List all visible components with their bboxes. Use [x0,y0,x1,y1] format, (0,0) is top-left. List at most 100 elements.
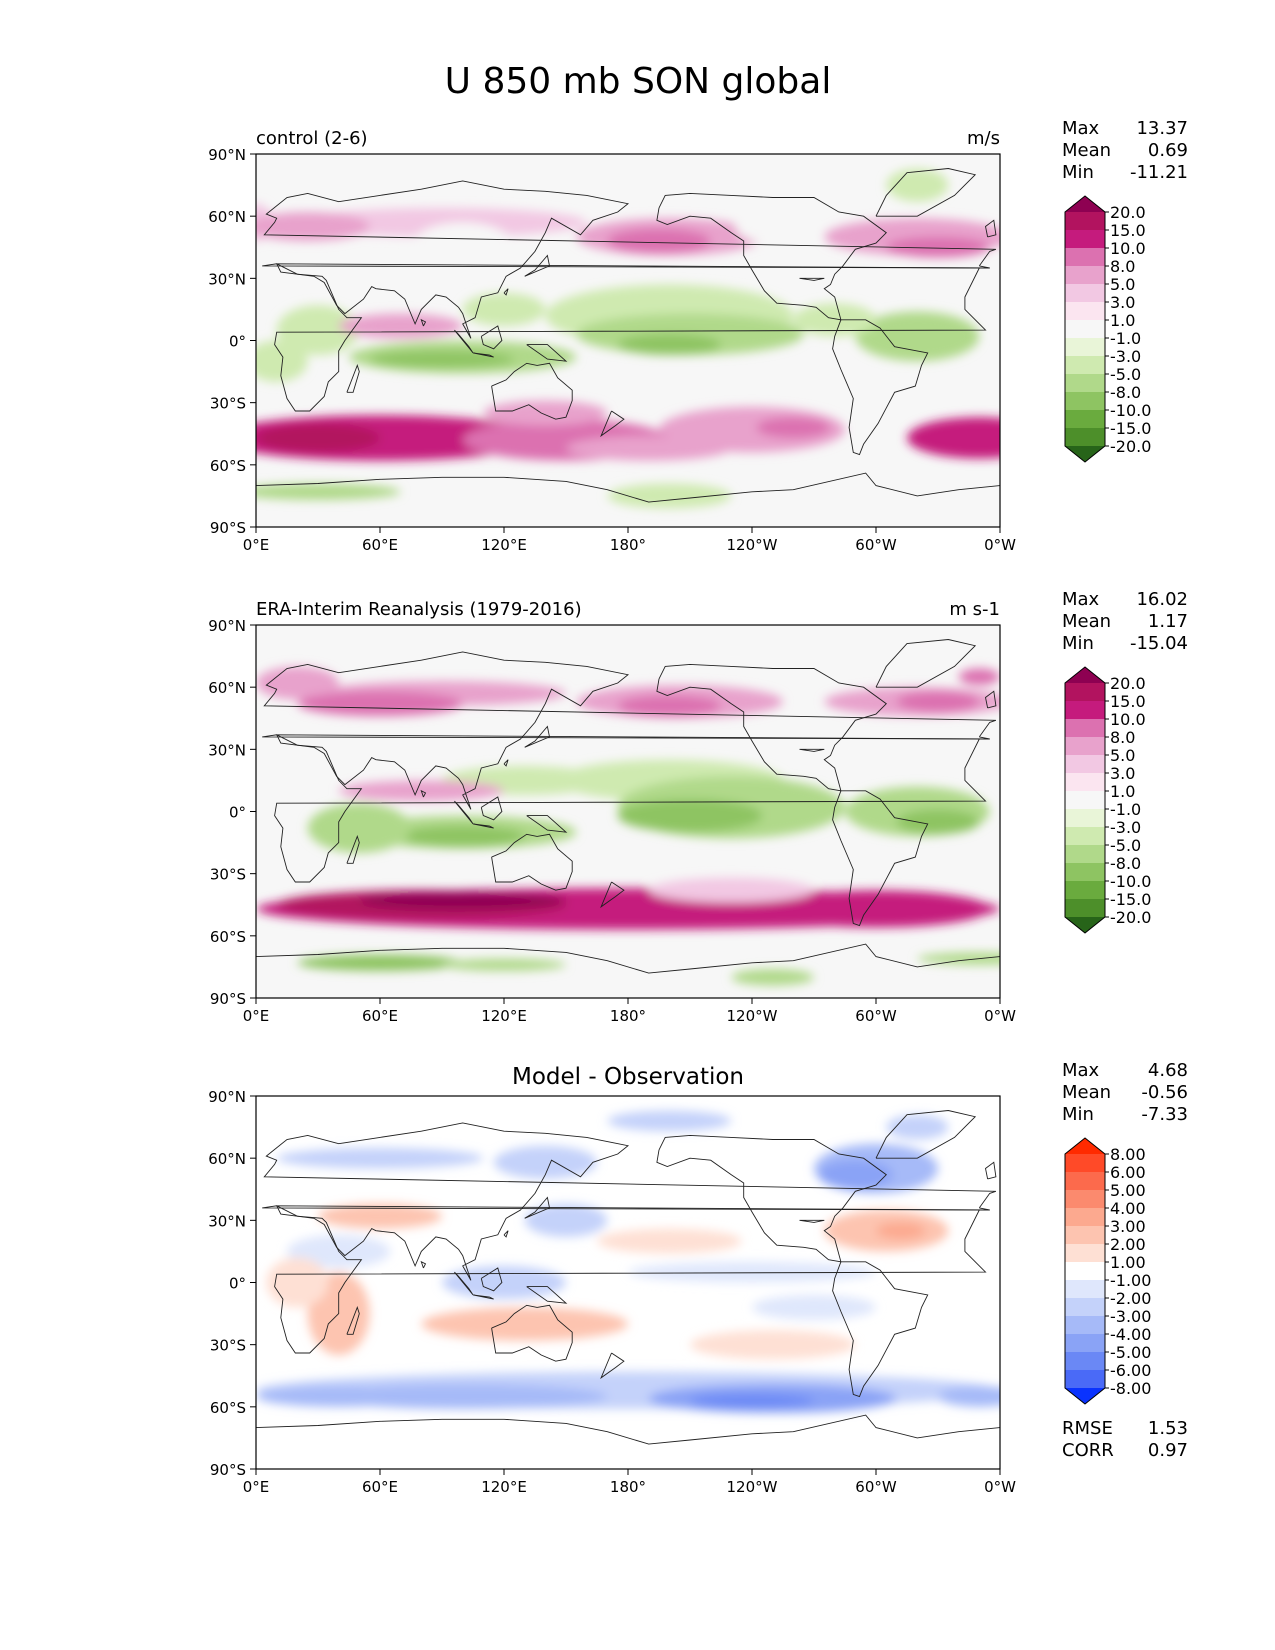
colorbar-segment [1065,428,1105,447]
coastline [799,277,825,281]
colorbar-segment [1065,356,1105,375]
stat-value: -15.04 [1130,633,1188,654]
lon-tick-label: 0°E [243,1478,270,1496]
colorbar-segment [1065,719,1105,738]
colorbar-tick-label: -20.0 [1110,908,1151,927]
stat-label: Mean [1062,140,1111,161]
stat-value: 0.69 [1148,140,1188,161]
lat-tick-label: 0° [229,804,246,822]
colorbar-tick-label: 3.00 [1110,1217,1146,1236]
colorbar-tick-label: -2.00 [1110,1289,1151,1308]
colorbar-extend-max [1065,1138,1105,1154]
coastline [524,725,551,748]
panel-title: ERA-Interim Reanalysis (1979-2016) [256,599,582,620]
coastline [799,748,825,752]
coastline [480,1267,503,1292]
colorbar-segment [1065,809,1105,828]
colorbar-tick-label: -5.0 [1110,365,1141,384]
stat-value: 1.53 [1148,1418,1188,1439]
lat-tick-label: 60°S [210,928,246,946]
colorbar-tick-label: 20.0 [1110,674,1146,693]
lon-tick-label: 60°W [855,536,897,554]
contour-region [524,1203,608,1237]
coastlines [256,1110,1000,1445]
lat-tick-label: 0° [229,333,246,351]
lat-tick-label: 90°N [208,1088,246,1106]
colorbar-segment [1065,1352,1105,1371]
contour-region [617,334,721,356]
contour-region [896,691,980,713]
panel-title: Model - Observation [512,1064,744,1090]
colorbar-extend-min [1065,446,1105,462]
contour-region [938,1386,1000,1407]
colorbar-segment [1065,737,1105,756]
colorbar-tick-label: 5.00 [1110,1181,1146,1200]
contour-region [256,212,370,242]
stat-value: 16.02 [1136,589,1188,610]
coastline [420,1260,427,1269]
contour-region [886,168,949,202]
colorbar-tick-label: 10.0 [1110,239,1146,258]
colorbar-tick-label: -8.0 [1110,854,1141,873]
stat-label: Max [1062,118,1100,139]
lon-tick-label: 180° [610,1007,646,1025]
coastline [656,663,887,792]
lon-tick-label: 0°E [243,1007,270,1025]
colorbar-segment [1065,374,1105,393]
stat-label: Mean [1062,611,1111,632]
coastline [526,344,568,362]
stat-label: Min [1062,633,1094,654]
colorbar-segment [1065,845,1105,864]
contour-region [607,483,732,509]
contour-region [442,958,566,972]
colorbar-segment [1065,248,1105,267]
lon-tick-label: 60°W [855,1007,897,1025]
coastline [420,789,427,798]
colorbar-tick-label: 3.0 [1110,293,1135,312]
colorbar-tick-label: 1.0 [1110,311,1135,330]
coastline [526,815,568,833]
contour-region [442,1265,566,1300]
colorbar-tick-label: -1.00 [1110,1271,1151,1290]
colorbar-segment [1065,1244,1105,1263]
lat-tick-label: 60°N [208,208,246,226]
lat-tick-label: 30°N [208,1212,246,1230]
contour-region [690,1394,814,1407]
stat-value: -11.21 [1130,162,1188,183]
colorbar-tick-label: -3.0 [1110,818,1141,837]
stat-value: 4.68 [1148,1060,1188,1081]
stats-block: Max 16.02 Mean 1.17 Min -15.04 [1062,589,1188,654]
contour-region [958,668,1000,686]
contour-region [628,1261,876,1283]
stat-label: CORR [1062,1440,1114,1461]
coastline [256,1414,1000,1445]
contour-region [917,952,1000,965]
colorbar-tick-label: 15.0 [1110,692,1146,711]
coastline [503,1230,509,1238]
colorbar-segment [1065,266,1105,285]
coastline [832,319,929,456]
coastline [274,263,990,412]
contour-region [276,1147,484,1169]
contour-region [566,435,732,461]
contour-region [359,892,566,909]
colorbar-segment [1065,1298,1105,1317]
coastline [346,835,360,864]
coastline [600,881,625,909]
colorbar-segment [1065,284,1105,303]
coastline [656,192,887,321]
colorbar-segment [1065,881,1105,900]
coastline [454,800,474,825]
contour-region [421,1307,628,1341]
colorbar-segment [1065,827,1105,846]
colorbar-tick-label: 6.00 [1110,1163,1146,1182]
lat-tick-label: 60°S [210,457,246,475]
stats-block: Max 13.37 Mean 0.69 Min -11.21 [1062,118,1188,183]
coastline [985,219,997,238]
map-panel-2: 90°N 60°N 30°N 0° 30°S 60°S 90°S0°E 60°E 120°E 18… [208,1060,1188,1496]
coastline [262,1122,997,1281]
colorbar-tick-label: -3.00 [1110,1307,1151,1326]
stat-value: -0.56 [1141,1082,1188,1103]
colorbar-tick-label: -5.00 [1110,1343,1151,1362]
coastline [480,325,503,350]
